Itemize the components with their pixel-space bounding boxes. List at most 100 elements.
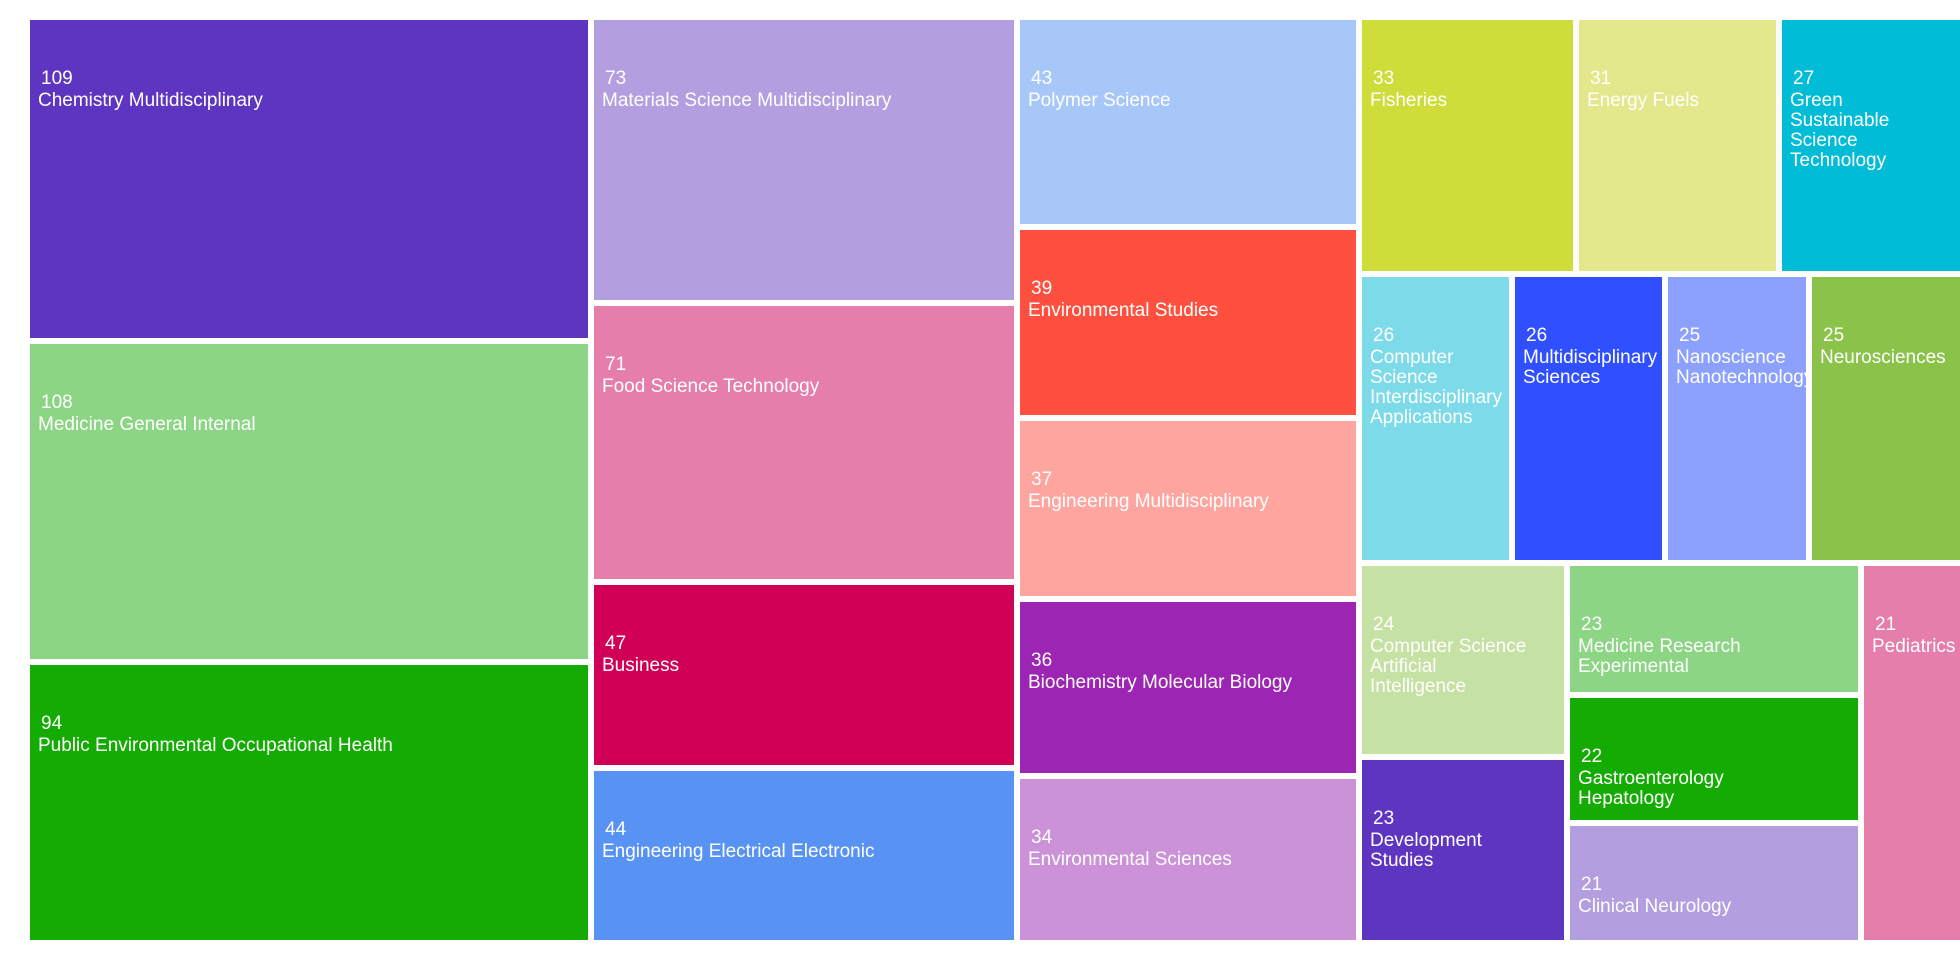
treemap-rect — [30, 344, 588, 659]
treemap-value: 37 — [1031, 469, 1052, 490]
treemap-label: Chemistry Multidisciplinary — [38, 90, 263, 111]
treemap-rect — [1362, 277, 1509, 560]
treemap-rect — [1020, 421, 1356, 596]
treemap-label: Nanoscience Nanotechnology — [1676, 347, 1814, 388]
treemap-rect — [1020, 779, 1356, 940]
treemap-label: Computer Science Interdisciplinary Applicat… — [1370, 347, 1502, 428]
treemap-rect — [1362, 20, 1573, 271]
treemap-value: 108 — [41, 392, 73, 413]
treemap-rect — [1864, 566, 1960, 940]
treemap-rect — [1020, 230, 1356, 415]
treemap-value: 73 — [605, 68, 626, 89]
treemap-label: Engineering Electrical Electronic — [602, 841, 874, 862]
treemap-label: Medicine General Internal — [38, 414, 256, 435]
treemap-value: 94 — [41, 713, 63, 734]
treemap-value: 23 — [1373, 808, 1394, 829]
treemap-value: 43 — [1031, 68, 1052, 89]
treemap-rect — [1570, 826, 1858, 940]
treemap-rect — [1668, 277, 1806, 560]
treemap-rect — [1782, 20, 1960, 271]
treemap-label: Environmental Sciences — [1028, 849, 1232, 870]
treemap-rect — [594, 20, 1014, 300]
treemap-label: Engineering Multidisciplinary — [1028, 491, 1269, 512]
treemap-label: Neurosciences — [1820, 347, 1946, 368]
treemap-rect — [1570, 566, 1858, 692]
treemap-rect — [594, 306, 1014, 579]
treemap-value: 31 — [1590, 68, 1611, 89]
treemap-label: Fisheries — [1370, 90, 1447, 111]
treemap-label: Environmental Studies — [1028, 300, 1218, 321]
treemap-rect — [30, 665, 588, 940]
treemap-value: 36 — [1031, 650, 1052, 671]
treemap-value: 33 — [1373, 68, 1394, 89]
treemap-label: Green Sustainable Science Technology — [1790, 90, 1889, 171]
treemap-label: Computer Science Artificial Intelligence — [1370, 636, 1526, 697]
treemap-label: Materials Science Multidisciplinary — [602, 90, 892, 111]
treemap-rect — [30, 20, 588, 338]
treemap-rect — [1515, 277, 1662, 560]
treemap-label: Biochemistry Molecular Biology — [1028, 672, 1292, 693]
treemap-value: 21 — [1581, 874, 1602, 895]
treemap-value: 26 — [1373, 325, 1394, 346]
treemap-label: Food Science Technology — [602, 376, 820, 397]
treemap-rect — [1570, 698, 1858, 820]
treemap-label: Gastroenterology Hepatology — [1578, 768, 1724, 809]
treemap-rect — [1020, 602, 1356, 773]
treemap-rect — [594, 771, 1014, 940]
treemap-rect — [594, 585, 1014, 765]
treemap-rect — [1020, 20, 1356, 224]
treemap-value: 23 — [1581, 614, 1602, 635]
treemap-value: 71 — [605, 354, 626, 375]
treemap-label: Multidisciplinary Sciences — [1523, 347, 1658, 388]
treemap-label: Public Environmental Occupational Health — [38, 735, 393, 756]
treemap-value: 39 — [1031, 278, 1052, 299]
treemap-value: 47 — [605, 633, 626, 654]
treemap-rect — [1362, 566, 1564, 754]
treemap-value: 25 — [1679, 325, 1700, 346]
treemap-value: 34 — [1031, 827, 1053, 848]
treemap-rect — [1812, 277, 1960, 560]
treemap-value: 44 — [605, 819, 627, 840]
treemap-rect — [1362, 760, 1564, 940]
treemap-value: 24 — [1373, 614, 1395, 635]
treemap-label: Clinical Neurology — [1578, 896, 1732, 917]
treemap-label: Pediatrics — [1872, 636, 1955, 657]
treemap-label: Energy Fuels — [1587, 90, 1699, 111]
treemap-value: 21 — [1875, 614, 1896, 635]
treemap-value: 26 — [1526, 325, 1547, 346]
treemap-value: 27 — [1793, 68, 1814, 89]
treemap-value: 22 — [1581, 746, 1602, 767]
treemap-value: 25 — [1823, 325, 1844, 346]
treemap-label: Business — [602, 655, 679, 676]
treemap-label: Medicine Research Experimental — [1578, 636, 1741, 677]
treemap-rect — [1579, 20, 1776, 271]
treemap-label: Polymer Science — [1028, 90, 1171, 111]
treemap-label: Development Studies — [1370, 830, 1483, 871]
